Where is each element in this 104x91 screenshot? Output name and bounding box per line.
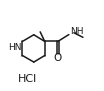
Text: HN: HN [8,43,22,52]
Text: HCl: HCl [18,74,37,84]
Text: NH: NH [70,27,84,36]
Text: O: O [54,53,62,63]
